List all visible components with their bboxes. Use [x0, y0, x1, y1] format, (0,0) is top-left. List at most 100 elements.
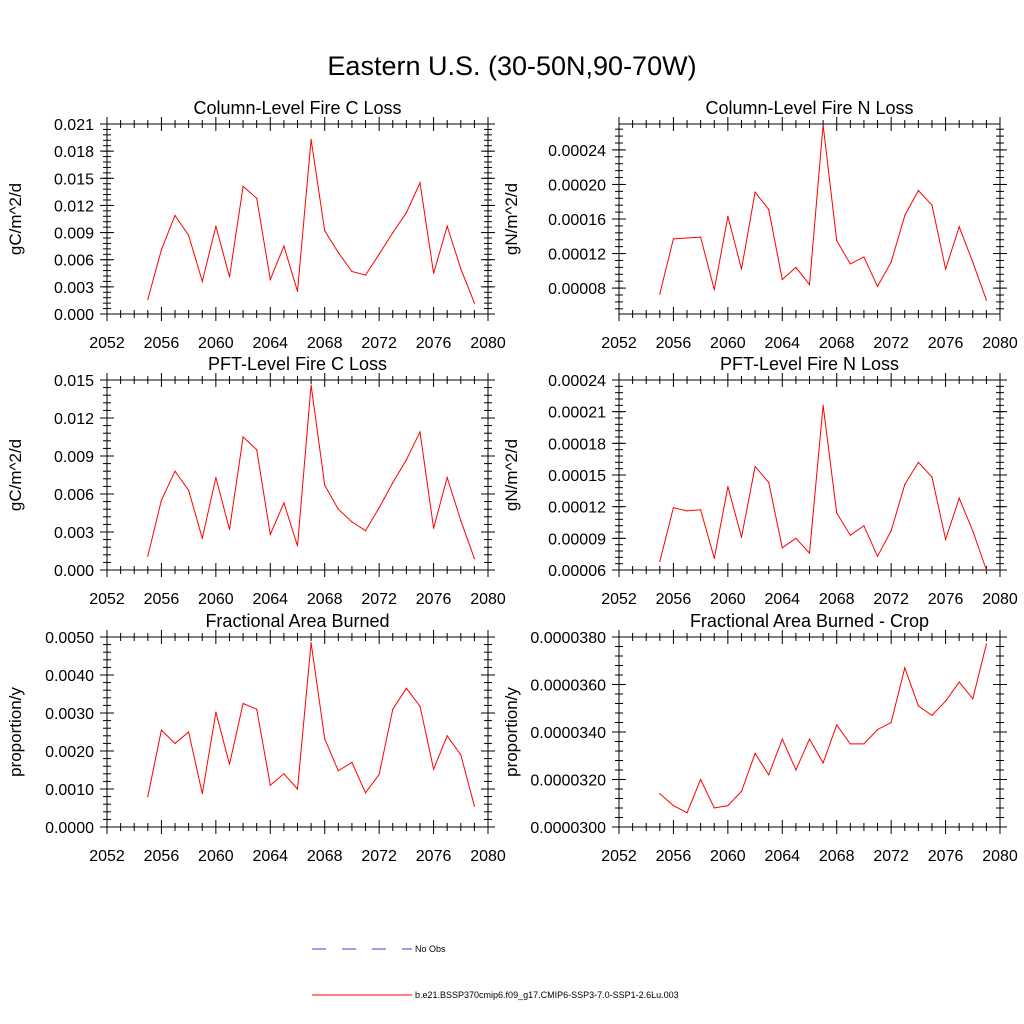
x-tick-label: 2052: [89, 591, 125, 608]
series-line: [659, 405, 987, 571]
x-tick-label: 2056: [656, 848, 692, 865]
data-point: [432, 527, 435, 529]
data-point: [419, 182, 421, 184]
y-tick-label: 0.00015: [548, 468, 606, 485]
data-point: [795, 769, 797, 771]
y-tick-label: 0.00008: [548, 281, 606, 298]
x-tick-label: 2056: [144, 848, 180, 865]
x-tick-label: 2052: [601, 591, 637, 608]
data-point: [876, 285, 879, 287]
data-point: [931, 714, 933, 716]
data-point: [310, 138, 312, 140]
y-tick-label: 0.00012: [548, 247, 606, 264]
x-tick-label: 2072: [361, 848, 397, 865]
data-point: [378, 773, 380, 776]
data-point: [768, 774, 770, 776]
data-point: [283, 245, 285, 247]
data-point: [917, 189, 919, 192]
data-point: [432, 272, 435, 274]
data-point: [269, 784, 271, 786]
y-tick-label: 0.006: [54, 487, 94, 504]
data-point: [378, 507, 380, 509]
data-point: [904, 667, 906, 669]
data-point: [283, 502, 285, 504]
y-tick-label: 0.00024: [548, 143, 606, 160]
data-point: [228, 528, 231, 531]
series-line: [147, 642, 475, 807]
data-point: [985, 643, 987, 645]
plot-frame: [106, 636, 489, 828]
y-tick-label: 0.00018: [548, 436, 606, 453]
data-point: [310, 384, 312, 386]
data-point: [473, 558, 475, 560]
data-point: [337, 251, 339, 254]
data-point: [700, 236, 702, 238]
data-point: [174, 742, 176, 745]
data-point: [863, 256, 865, 258]
data-point: [890, 721, 892, 724]
x-tick-label: 2060: [198, 591, 234, 608]
data-point: [324, 484, 326, 486]
x-tick-label: 2052: [601, 335, 637, 352]
panel-1: Column-Level Fire C Loss gC/m^2/d 2052 2056…: [6, 98, 506, 352]
data-point: [659, 560, 661, 563]
data-point: [256, 449, 258, 451]
y-tick-label: 0.0000340: [530, 725, 606, 742]
data-point: [972, 698, 974, 700]
x-tick-label: 2080: [470, 335, 506, 352]
data-point: [310, 642, 312, 644]
x-tick-label: 2064: [252, 335, 288, 352]
y-tick-label: 0.00021: [548, 405, 606, 422]
x-tick-label: 2052: [89, 848, 125, 865]
data-point: [405, 212, 407, 214]
data-point: [904, 214, 906, 217]
data-point: [160, 499, 163, 501]
data-point: [958, 497, 960, 499]
data-point: [944, 700, 947, 702]
data-point: [863, 743, 865, 745]
data-point: [985, 569, 987, 571]
y-axis-label: gC/m^2/d: [6, 439, 25, 511]
y-tick-label: 0.00009: [548, 531, 606, 548]
data-point: [849, 534, 851, 536]
data-point: [337, 508, 339, 510]
data-point: [228, 763, 231, 765]
x-tick-label: 2080: [470, 848, 506, 865]
data-point: [972, 530, 974, 532]
data-point: [686, 812, 688, 814]
data-point: [392, 231, 394, 234]
y-tick-label: 0.000: [54, 563, 94, 580]
y-tick-label: 0.00020: [548, 177, 606, 194]
x-tick-label: 2080: [982, 335, 1018, 352]
data-point: [405, 687, 407, 689]
data-point: [174, 214, 176, 216]
data-point: [215, 476, 217, 479]
data-point: [754, 191, 756, 193]
y-axis-label: proportion/y: [6, 687, 25, 777]
data-point: [985, 299, 987, 301]
x-tick-label: 2064: [252, 591, 288, 608]
x-tick-label: 2064: [764, 591, 800, 608]
data-point: [364, 530, 367, 532]
data-point: [215, 225, 217, 227]
data-point: [740, 268, 743, 270]
data-point: [201, 280, 203, 283]
y-tick-label: 0.0000320: [530, 773, 606, 790]
data-point: [174, 470, 176, 472]
y-tick-label: 0.0040: [45, 668, 94, 685]
data-point: [392, 482, 394, 484]
x-tick-label: 2076: [928, 591, 964, 608]
main-title: Eastern U.S. (30-50N,90-70W): [327, 51, 696, 81]
y-tick-label: 0.018: [54, 144, 94, 161]
panel-3: PFT-Level Fire C Loss gC/m^2/d 2052 2056 206…: [6, 354, 506, 608]
data-point: [432, 768, 435, 770]
y-axis-label: gN/m^2/d: [502, 439, 521, 511]
data-point: [727, 805, 729, 807]
x-tick-label: 2052: [89, 335, 125, 352]
data-point: [754, 465, 756, 468]
y-tick-label: 0.012: [54, 198, 94, 215]
panel-title: Column-Level Fire N Loss: [705, 98, 913, 118]
y-axis-label: gN/m^2/d: [502, 183, 521, 255]
data-point: [324, 230, 326, 232]
x-tick-label: 2052: [601, 848, 637, 865]
